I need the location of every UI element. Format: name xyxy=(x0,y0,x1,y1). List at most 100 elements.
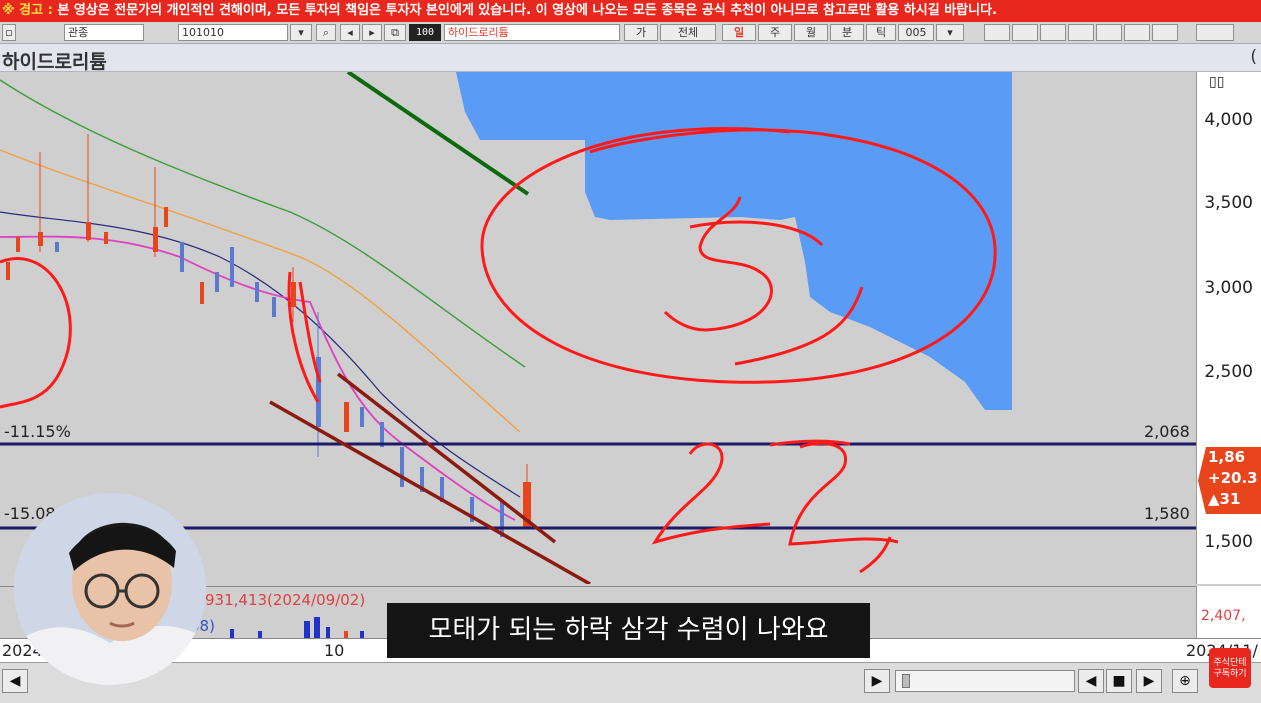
annotation-left-arc xyxy=(0,257,72,409)
candle xyxy=(230,247,234,287)
annotation-tail xyxy=(734,286,864,366)
logo-line-1: 주식단테 xyxy=(1213,658,1247,668)
group-select[interactable]: 관종 xyxy=(64,24,144,41)
annotation-number-3 xyxy=(663,196,824,332)
month-button[interactable]: 월 xyxy=(794,24,828,41)
day-button[interactable]: 일 xyxy=(722,24,756,41)
stop-icon[interactable]: ■ xyxy=(1106,669,1132,693)
upper-pct-label: -11.15% xyxy=(4,422,71,441)
all-button[interactable]: 전체 xyxy=(660,24,716,41)
zoom-badge: 100 xyxy=(409,24,441,41)
period-input[interactable]: 005 xyxy=(898,24,934,41)
price-chart-svg xyxy=(0,70,1196,586)
volume-bar xyxy=(304,621,310,639)
candle xyxy=(153,227,158,252)
warning-banner: ※ 경고 : 본 영상은 전문가의 개인적인 견해이며, 모든 투자의 책임은 … xyxy=(0,0,1261,22)
minute-button[interactable]: 분 xyxy=(830,24,864,41)
tool-button-6[interactable] xyxy=(1124,24,1150,41)
ga-button[interactable]: 가 xyxy=(624,24,658,41)
zoom-in-icon[interactable]: ⊕ xyxy=(1172,669,1198,693)
volume-bar xyxy=(258,631,262,639)
cloud-top-edge xyxy=(459,71,1013,99)
upper-level-label: 2,068 xyxy=(1144,422,1190,441)
candle xyxy=(200,282,204,304)
candle xyxy=(55,242,59,252)
menu-icon[interactable]: ▫ xyxy=(2,24,16,41)
dropdown-icon[interactable]: ▾ xyxy=(290,24,312,41)
channel-logo[interactable]: 주식단테 구독하기 xyxy=(1209,648,1251,688)
ma-pink-line xyxy=(0,235,516,521)
volume-bar xyxy=(314,617,320,639)
current-price-tag: 1,86 +20.3 ▲31 xyxy=(1198,447,1261,514)
volume-axis-value: 2,407, xyxy=(1201,608,1246,624)
title-paren: ( xyxy=(1250,47,1257,67)
candle xyxy=(6,262,10,280)
scroll-thumb[interactable] xyxy=(902,674,910,688)
candle xyxy=(470,497,474,522)
candle xyxy=(523,482,531,527)
candle xyxy=(86,222,91,240)
candle xyxy=(291,282,296,307)
tool-button-1[interactable] xyxy=(984,24,1010,41)
annotation-number-2a xyxy=(651,442,771,545)
candle xyxy=(400,447,404,487)
axis-header: ▯▯ xyxy=(1209,74,1225,90)
chart-toolbar: ▫ 관종 101010 ▾ ⌕ ◂ ▸ ⧉ 100 하이드로리튬 가 전체 일 … xyxy=(0,22,1261,44)
ma-orange-line xyxy=(0,149,521,433)
price-diff: ▲31 xyxy=(1208,490,1241,508)
warning-prefix: ※ 경고 : xyxy=(2,3,53,18)
volume-bar xyxy=(360,631,364,639)
tool-button-3[interactable] xyxy=(1040,24,1066,41)
next-icon[interactable]: ▸ xyxy=(362,24,382,41)
chart-controls: ◀ ▶ ◀ ■ ▶ ⊕ xyxy=(0,662,1261,703)
webcam-overlay xyxy=(14,493,206,685)
volume-bar xyxy=(230,629,234,639)
candle xyxy=(164,207,168,227)
candles xyxy=(6,134,531,537)
candle xyxy=(16,237,20,252)
date-mid: 10 xyxy=(324,641,345,660)
candle xyxy=(104,232,108,244)
price-change: +20.3 xyxy=(1208,469,1258,487)
candle xyxy=(344,402,349,432)
chart-scrollbar[interactable] xyxy=(895,670,1075,692)
candle xyxy=(38,232,43,246)
code-input[interactable]: 101010 xyxy=(178,24,288,41)
candle xyxy=(360,407,364,427)
chart-title-bar: 하이드로리튬 ( xyxy=(0,44,1261,73)
tool-button-4[interactable] xyxy=(1068,24,1094,41)
tool-button-7[interactable] xyxy=(1152,24,1178,41)
link-icon[interactable]: ⧉ xyxy=(384,24,406,41)
annotation-red-arrow xyxy=(287,271,322,403)
axis-tick: 3,500 xyxy=(1204,193,1253,213)
stock-name-field[interactable]: 하이드로리튬 xyxy=(444,24,620,41)
tool-button-5[interactable] xyxy=(1096,24,1122,41)
scroll-left-icon[interactable]: ◀ xyxy=(2,669,28,693)
tick-button[interactable]: 틱 xyxy=(866,24,896,41)
axis-tick: 3,000 xyxy=(1204,278,1253,298)
forward-icon[interactable]: ▶ xyxy=(1136,669,1162,693)
candle xyxy=(180,242,184,272)
candle xyxy=(215,272,219,292)
trend-red-lower xyxy=(269,400,591,586)
logo-line-2: 구독하기 xyxy=(1213,669,1247,679)
lower-pct-label: -15.08 xyxy=(4,504,56,523)
axis-tick: 2,500 xyxy=(1204,362,1253,382)
period-dropdown-icon[interactable]: ▾ xyxy=(936,24,964,41)
candle xyxy=(380,422,384,447)
annotation-number-2b xyxy=(788,441,899,546)
rewind-icon[interactable]: ◀ xyxy=(1078,669,1104,693)
play-icon[interactable]: ▶ xyxy=(864,669,890,693)
search-icon[interactable]: ⌕ xyxy=(316,24,336,41)
stock-title: 하이드로리튬 xyxy=(2,51,107,73)
prev-icon[interactable]: ◂ xyxy=(340,24,360,41)
lower-level-label: 1,580 xyxy=(1144,504,1190,523)
week-button[interactable]: 주 xyxy=(758,24,792,41)
tool-button-2[interactable] xyxy=(1012,24,1038,41)
presenter-avatar xyxy=(14,493,206,685)
price-chart[interactable]: -11.15% -15.08 2,068 1,580 xyxy=(0,70,1196,586)
axis-tick: 1,500 xyxy=(1204,532,1253,552)
tool-button-8[interactable] xyxy=(1196,24,1234,41)
candle xyxy=(420,467,424,492)
candle xyxy=(272,297,276,317)
